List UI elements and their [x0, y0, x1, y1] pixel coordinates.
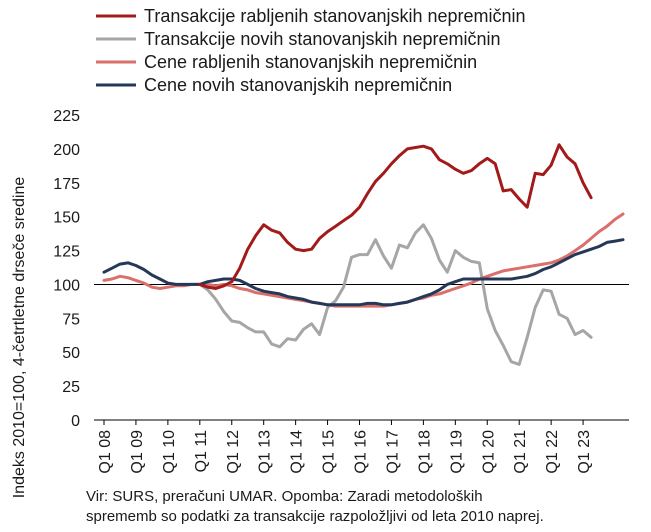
x-tick-label: Q1 23: [576, 430, 593, 474]
source-note: Vir: SURS, preračuni UMAR. Opomba: Zarad…: [86, 487, 646, 527]
legend-label-transakcije-rabljenih: Transakcije rabljenih stanovanjskih nepr…: [144, 6, 526, 26]
source-note-line-2: sprememb so podatki za transakcije razpo…: [86, 508, 544, 525]
y-tick-label: 75: [62, 311, 80, 328]
series-line-cene-novih: [102, 238, 625, 307]
series-group: [102, 143, 625, 366]
x-tick-label: Q1 09: [129, 430, 146, 474]
x-axis-ticks: Q1 08 Q1 09 Q1 10 Q1 11 Q1 12 Q1 13 Q1 14 Q1 15…: [97, 420, 593, 474]
x-tick-label: Q1 19: [448, 430, 465, 474]
y-tick-label: 100: [53, 277, 80, 294]
x-tick-label: Q1 12: [225, 430, 242, 474]
y-tick-label: 25: [62, 379, 80, 396]
y-tick-label: 225: [53, 108, 80, 125]
source-note-line-1: Vir: SURS, preračuni UMAR. Opomba: Zarad…: [86, 488, 483, 505]
x-tick-label: Q1 20: [480, 430, 497, 474]
x-tick-label: Q1 10: [161, 430, 178, 474]
y-tick-label: 150: [53, 210, 80, 227]
legend-label-cene-novih: Cene novih stanovanjskih nepremičnin: [144, 75, 452, 95]
x-tick-label: Q1 21: [512, 430, 529, 474]
y-tick-label: 50: [62, 345, 80, 362]
legend-label-cene-rabljenih: Cene rabljenih stanovanjskih nepremičnin: [144, 52, 477, 72]
x-tick-label: Q1 14: [289, 430, 306, 474]
x-tick-label: Q1 13: [257, 430, 274, 474]
series-line-transakcije-rabljenih: [198, 143, 593, 290]
x-tick-label: Q1 22: [544, 430, 561, 474]
y-tick-label: 200: [53, 142, 80, 159]
y-axis-label: Indeks 2010=100, 4-četrtletne drseče sre…: [11, 177, 28, 499]
series-line-cene-rabljenih: [102, 212, 625, 308]
x-tick-label: Q1 16: [353, 430, 370, 474]
x-tick-label: Q1 15: [321, 430, 338, 474]
x-tick-label: Q1 17: [384, 430, 401, 474]
series-line-transakcije-novih: [198, 223, 593, 366]
legend: Transakcije rabljenih stanovanjskih nepr…: [96, 6, 526, 95]
legend-label-transakcije-novih: Transakcije novih stanovanjskih nepremič…: [144, 29, 501, 49]
x-tick-label: Q1 08: [97, 430, 114, 474]
y-tick-label: 175: [53, 176, 80, 193]
y-axis-ticks: 0 25 50 75 100 125 150 175 200 225: [53, 108, 80, 430]
x-tick-label: Q1 18: [416, 430, 433, 474]
x-tick-label: Q1 11: [193, 430, 210, 473]
y-tick-label: 125: [53, 244, 80, 261]
y-tick-label: 0: [71, 413, 80, 430]
